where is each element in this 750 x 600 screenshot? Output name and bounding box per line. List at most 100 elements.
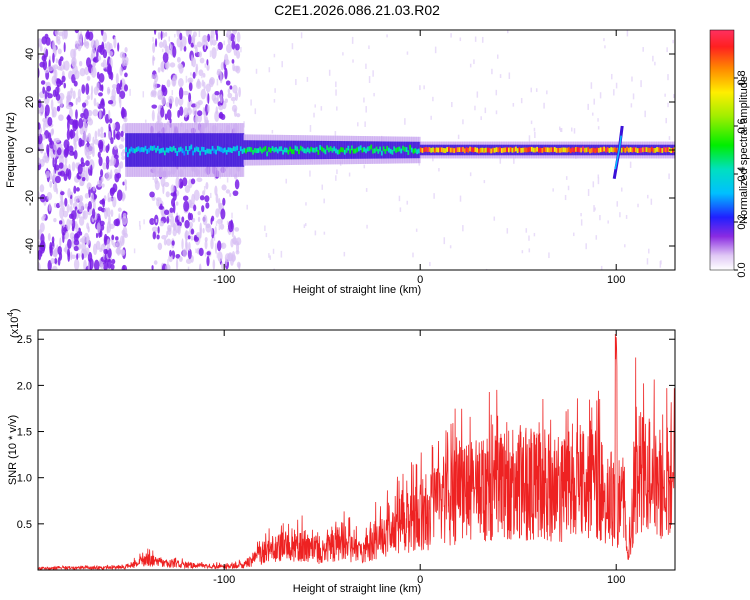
noise-blob (85, 146, 90, 159)
x-tick-label: 0 (417, 274, 423, 286)
noise-blob (38, 99, 42, 109)
ridge-core (603, 146, 606, 152)
faint-dot (198, 31, 201, 38)
faint-dot (573, 128, 576, 134)
noise-blob (104, 207, 108, 220)
faint-dot (323, 231, 326, 235)
noise-blob (179, 32, 183, 41)
snr-line (38, 333, 675, 570)
noise-blob (96, 82, 100, 92)
noise-blob (121, 216, 128, 226)
noise-blob (124, 72, 128, 78)
noise-blob (207, 104, 210, 113)
noise-blob (214, 226, 217, 235)
faint-dot (158, 106, 160, 112)
noise-blob (114, 121, 121, 132)
ridge-core (253, 147, 257, 153)
ridge-core (460, 147, 463, 153)
ridge-core (310, 146, 313, 152)
ridge-core (543, 147, 546, 152)
ridge-core (190, 144, 193, 150)
ridge-core (231, 148, 234, 153)
noise-blob (233, 108, 237, 117)
noise-blob (60, 191, 65, 196)
ridge-core (391, 149, 394, 155)
ridge-core (622, 146, 626, 152)
ridge-core (518, 147, 521, 152)
faint-dot (152, 174, 155, 181)
noise-blob (54, 164, 60, 171)
noise-blob (102, 162, 107, 170)
noise-blob (68, 150, 75, 156)
ridge-core (165, 147, 169, 153)
noise-blob (97, 180, 103, 188)
noise-blob (188, 82, 193, 92)
noise-blob (205, 181, 209, 190)
faint-dot (201, 75, 203, 79)
faint-dot (419, 85, 421, 91)
faint-dot (168, 36, 171, 42)
ridge-core (479, 147, 483, 153)
faint-dot (190, 72, 192, 76)
ridge-core (423, 147, 426, 153)
noise-blob (234, 43, 240, 51)
faint-dot (320, 106, 323, 111)
ridge-core (523, 147, 527, 153)
noise-blob (214, 90, 220, 96)
noise-blob (55, 58, 58, 64)
noise-blob (74, 70, 80, 80)
noise-blob (39, 222, 45, 233)
faint-dot (534, 131, 536, 139)
ridge-core (446, 147, 449, 152)
y-tick-label: 2.0 (17, 380, 32, 392)
ridge-core (276, 148, 280, 154)
noise-blob (238, 86, 241, 98)
faint-dot (295, 79, 297, 86)
noise-blob (77, 164, 83, 175)
noise-blob (164, 43, 168, 54)
noise-blob (108, 51, 114, 57)
noise-blob (221, 243, 224, 248)
faint-dot (570, 127, 573, 132)
ridge-core (400, 148, 403, 154)
faint-dot (543, 102, 545, 109)
ridge-core (188, 146, 192, 151)
ridge-core (393, 146, 396, 152)
noise-blob (62, 210, 69, 218)
ridge-core (241, 149, 245, 154)
noise-blob (73, 185, 77, 194)
faint-dot (412, 252, 414, 258)
noise-blob (115, 73, 119, 85)
ridge-core (573, 147, 576, 153)
noise-blob (120, 136, 125, 142)
ridge-core (657, 147, 661, 153)
ridge-body (176, 133, 179, 167)
faint-dot (652, 55, 654, 62)
faint-dot (619, 212, 621, 218)
noise-blob (179, 106, 184, 117)
noise-blob (102, 31, 107, 43)
ridge-core (156, 145, 160, 151)
noise-blob (77, 38, 83, 50)
noise-blob (42, 59, 48, 71)
ridge-core (306, 147, 310, 153)
noise-blob (201, 205, 205, 213)
ridge-core (552, 147, 555, 153)
noise-blob (64, 155, 68, 165)
faint-dot (430, 115, 432, 120)
noise-blob (169, 207, 174, 213)
noise-blob (52, 265, 58, 270)
ridge-core (215, 149, 218, 155)
faint-dot (597, 126, 600, 130)
spectrogram-y-ticks: -40 -20 0 20 40 (24, 48, 675, 254)
noise-blob (54, 156, 58, 166)
noise-blob (171, 240, 175, 246)
ridge-core (555, 147, 559, 153)
faint-dot (342, 52, 344, 56)
noise-blob (54, 258, 58, 264)
ridge-core (396, 147, 400, 152)
noise-blob (98, 92, 103, 97)
ridge-core (407, 150, 410, 156)
noise-blob (206, 63, 210, 71)
noise-blob (157, 31, 161, 40)
